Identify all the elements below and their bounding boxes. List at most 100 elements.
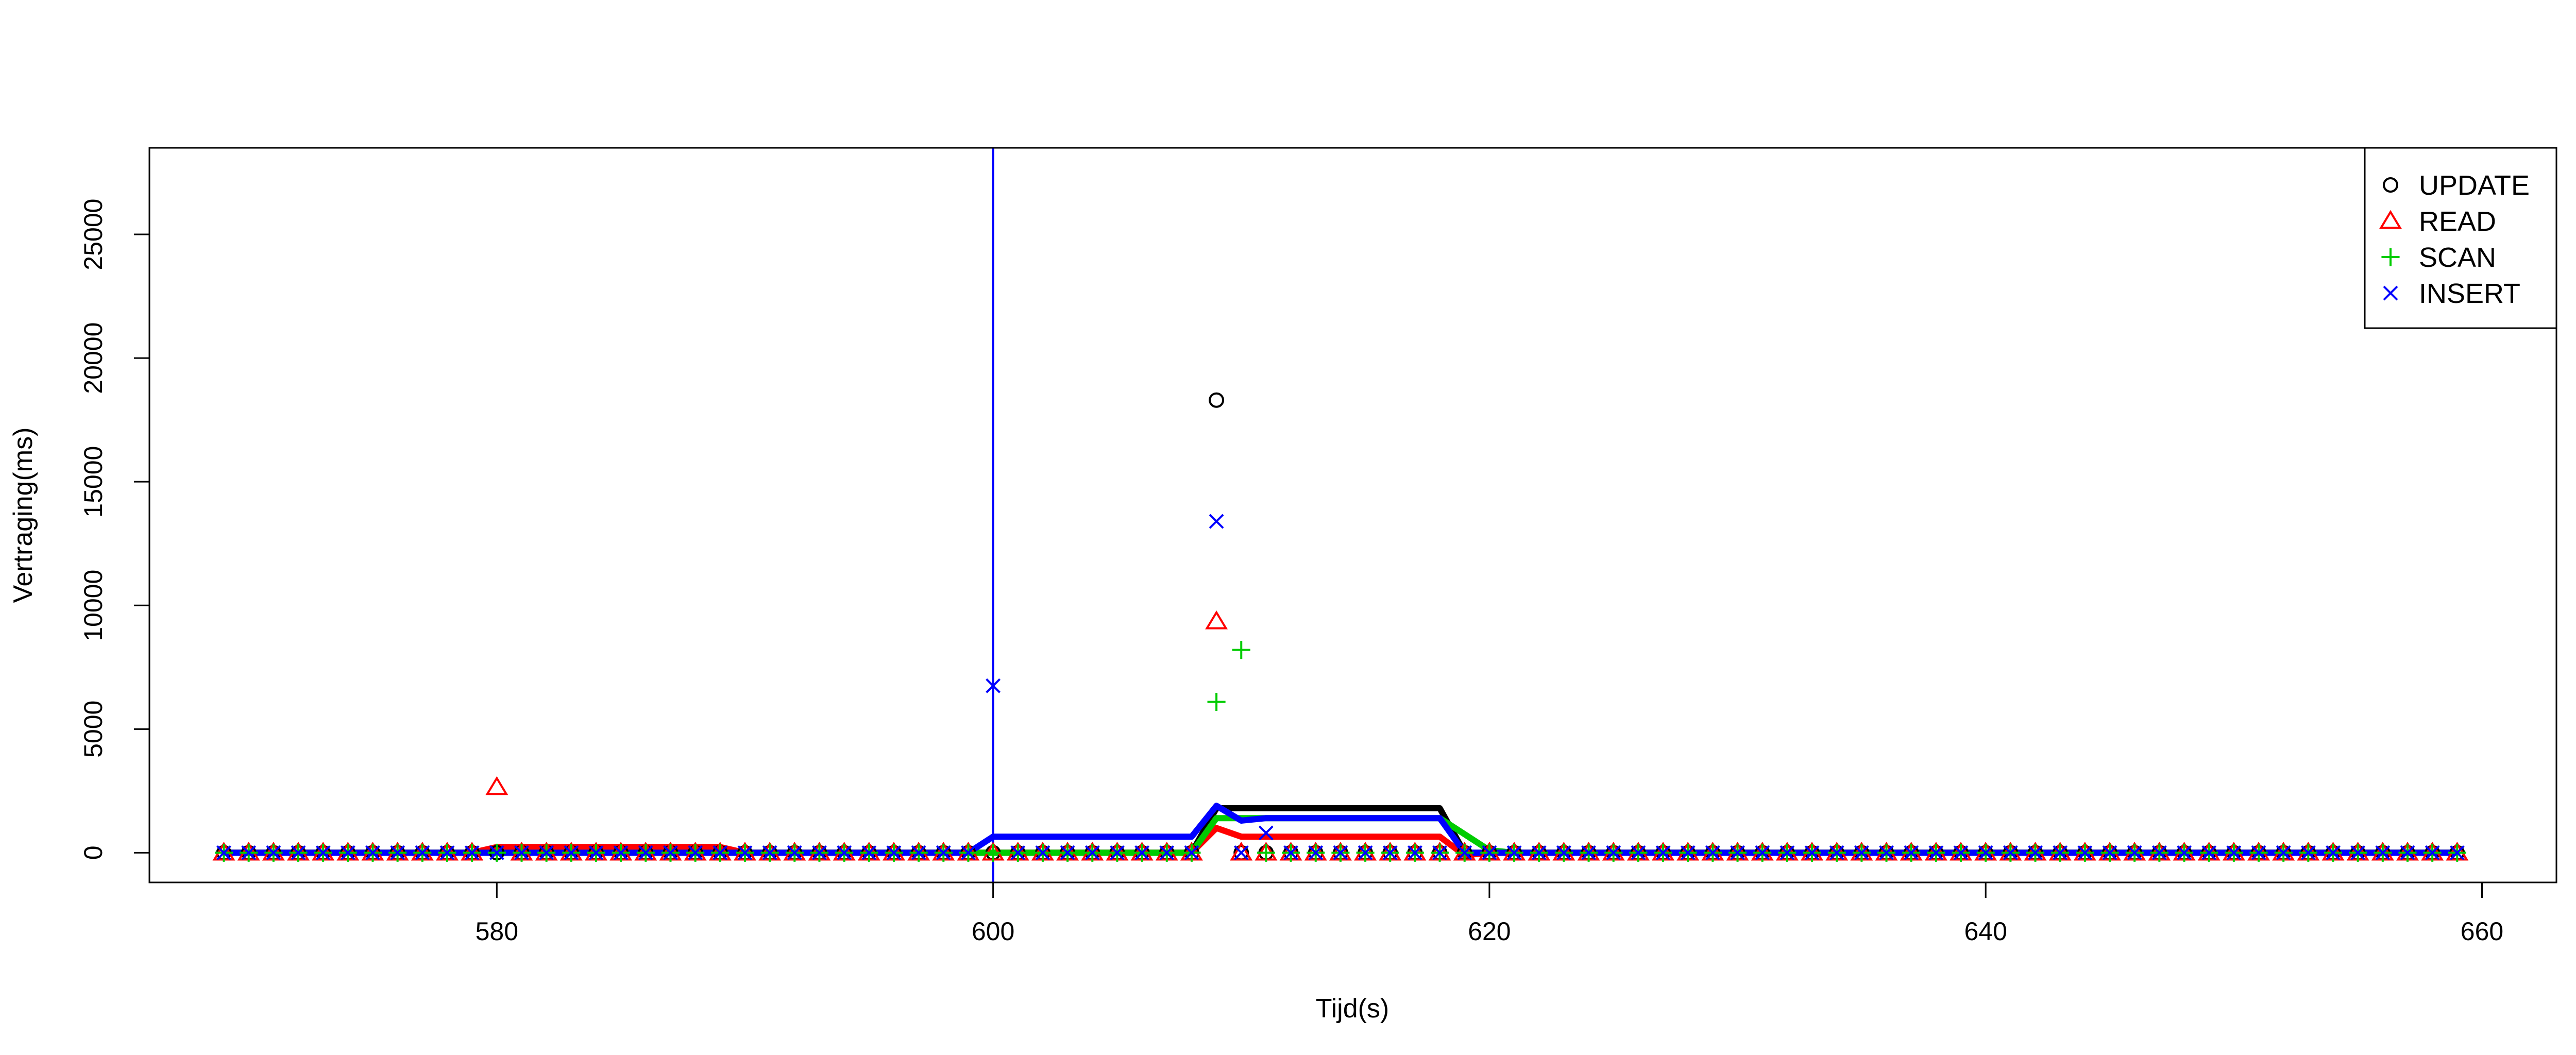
data-point-insert (2201, 845, 2217, 860)
data-point-insert (1879, 845, 1894, 860)
data-point-insert (1755, 845, 1770, 860)
data-point-insert (2251, 845, 2266, 860)
data-point-insert (514, 845, 529, 860)
data-point-insert (613, 845, 629, 860)
data-point-insert (1432, 845, 1447, 860)
data-point-insert (2400, 845, 2415, 860)
data-point-insert (2300, 845, 2316, 860)
data-point-insert (1506, 845, 1522, 860)
data-point-update (1209, 392, 1225, 408)
y-tick-label: 5000 (79, 701, 108, 758)
x-tick-label: 640 (1964, 917, 2007, 946)
data-point-insert (1705, 845, 1720, 860)
legend-label: UPDATE (2419, 170, 2530, 201)
data-point-insert (291, 845, 306, 860)
y-axis: 0 5000 10000 15000 20000 25000 (79, 199, 150, 860)
data-point-insert (1978, 845, 1993, 860)
data-point-scan (1257, 843, 1275, 862)
data-point-insert (663, 845, 678, 860)
data-point-insert (1060, 845, 1075, 860)
y-tick-label: 10000 (79, 570, 108, 641)
data-point-insert (415, 845, 430, 860)
data-point-insert (1655, 845, 1671, 860)
data-point-insert (1084, 845, 1100, 860)
data-point-insert (1631, 845, 1646, 860)
x-tick-label: 580 (476, 917, 518, 946)
data-point-insert (489, 845, 504, 860)
data-point-scan (984, 843, 1003, 862)
legend-marker-scan (2381, 248, 2400, 266)
data-point-insert (340, 845, 355, 860)
data-point-insert (2053, 845, 2068, 860)
data-point-insert (1457, 845, 1472, 860)
legend-label: INSERT (2419, 278, 2520, 309)
data-point-insert (2449, 845, 2465, 860)
data-point-insert (1581, 845, 1596, 860)
data-point-insert (2177, 845, 2192, 860)
legend-marker-read (2379, 210, 2402, 229)
data-point-insert (2102, 845, 2117, 860)
legend-label: SCAN (2419, 242, 2496, 273)
data-point-insert (1531, 845, 1547, 860)
data-point-insert (1283, 845, 1299, 860)
data-point-insert (936, 845, 951, 860)
data-point-insert (638, 845, 653, 860)
data-point-insert (1953, 845, 1969, 860)
data-point-insert (1928, 845, 1944, 860)
data-point-insert (2003, 845, 2018, 860)
legend-label: READ (2419, 206, 2496, 237)
data-point-insert (1184, 845, 1199, 860)
data-point-insert (1035, 845, 1050, 860)
data-point-scan (1232, 641, 1250, 659)
data-point-insert (2028, 845, 2043, 860)
data-point-insert (1482, 845, 1497, 860)
data-point-insert (861, 845, 877, 860)
data-point-read (485, 776, 509, 795)
data-point-insert (1382, 845, 1398, 860)
data-point-insert (439, 845, 455, 860)
y-tick-label: 25000 (79, 199, 108, 270)
y-tick-label: 0 (79, 845, 108, 860)
data-point-insert (1134, 845, 1150, 860)
x-axis: 580 600 620 640 660 (476, 881, 2503, 946)
data-point-insert (713, 845, 728, 860)
data-point-insert (1010, 845, 1026, 860)
data-point-insert (216, 845, 231, 860)
data-point-read (1205, 610, 1228, 629)
data-point-insert (1407, 845, 1422, 860)
data-point-insert (1110, 845, 1125, 860)
data-point-insert (1259, 825, 1274, 841)
y-axis-title: Vertraging(ms) (8, 428, 38, 603)
data-point-insert (2077, 845, 2093, 860)
data-point-insert (1333, 845, 1348, 860)
data-point-insert (837, 845, 852, 860)
data-point-insert (1904, 845, 1919, 860)
data-point-insert (564, 845, 579, 860)
data-point-read (1230, 841, 1253, 861)
data-point-insert (365, 845, 380, 860)
data-point-insert (1358, 845, 1373, 860)
series-line-insert (224, 803, 2458, 856)
data-point-insert (1829, 845, 1844, 860)
data-point-insert (1854, 845, 1869, 860)
y-tick-label: 15000 (79, 446, 108, 518)
data-point-insert (1606, 845, 1621, 860)
data-point-insert (1308, 845, 1324, 860)
data-point-insert (2276, 845, 2291, 860)
data-point-insert (1159, 845, 1175, 860)
data-point-insert (315, 845, 331, 860)
data-point-insert (2151, 845, 2167, 860)
x-axis-title: Tijd(s) (1316, 994, 1389, 1024)
x-tick-label: 660 (2461, 917, 2503, 946)
data-point-insert (787, 845, 802, 860)
x-tick-label: 620 (1468, 917, 1511, 946)
data-point-insert (2326, 845, 2341, 860)
data-point-insert (2127, 845, 2142, 860)
data-point-insert (464, 845, 480, 860)
data-point-insert (737, 845, 753, 860)
data-point-insert (390, 845, 405, 860)
legend-marker-update (2383, 177, 2398, 193)
data-point-insert (986, 678, 1001, 693)
data-point-insert (1233, 845, 1249, 860)
